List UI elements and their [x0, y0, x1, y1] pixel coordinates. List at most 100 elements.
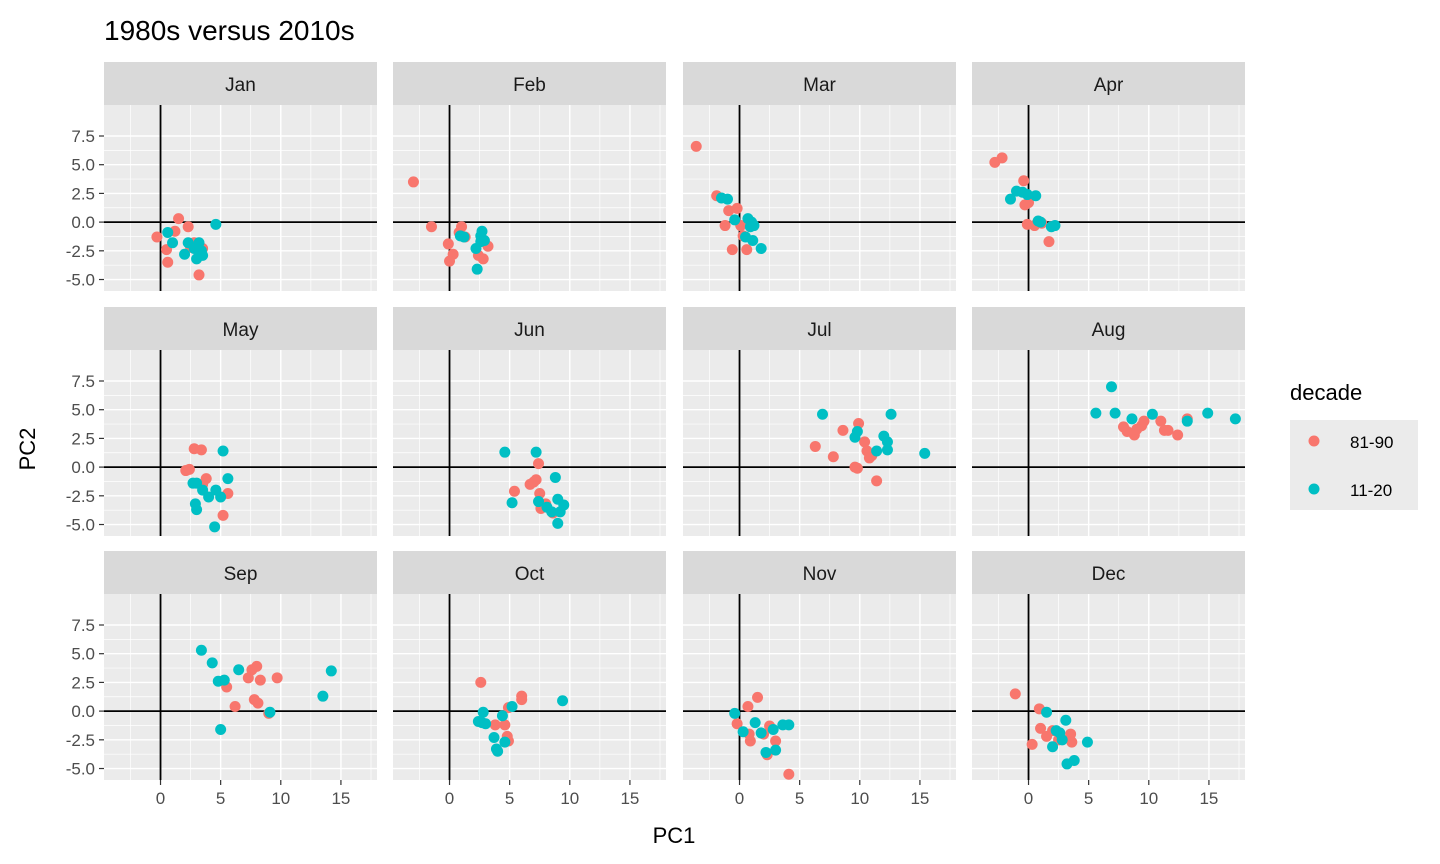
y-axis-title: PC2	[15, 428, 40, 471]
data-point-11-20	[222, 473, 234, 485]
y-tick-label: 7.5	[71, 616, 95, 635]
facet-feb: Feb	[393, 62, 666, 291]
data-point-11-20	[552, 517, 564, 529]
data-point-81-90	[752, 691, 764, 703]
points-jan	[151, 213, 222, 281]
data-point-11-20	[217, 445, 229, 457]
strip-label-oct: Oct	[515, 564, 545, 585]
strip-feb	[393, 62, 666, 105]
y-tick-label: 5.0	[71, 401, 95, 420]
data-point-11-20	[264, 706, 276, 718]
panel-background-dec	[972, 594, 1245, 780]
data-point-11-20	[478, 234, 490, 246]
data-point-11-20	[530, 446, 542, 458]
data-point-11-20	[496, 710, 508, 722]
x-tick-label: 5	[795, 789, 804, 808]
data-point-11-20	[218, 674, 230, 686]
facet-mar: Mar	[683, 62, 956, 291]
data-point-81-90	[1155, 415, 1167, 427]
strip-label-jun: Jun	[514, 320, 545, 341]
facet-sep: Sep 7.5 5.0 2.5 0.0 -2.5 -5.0 0 5 10 15	[66, 551, 377, 808]
y-tick-label: -2.5	[66, 487, 95, 506]
data-point-81-90	[1066, 736, 1078, 748]
strip-label-may: May	[223, 320, 259, 341]
data-point-11-20	[755, 727, 767, 739]
strip-dec	[972, 551, 1245, 594]
data-point-11-20	[533, 496, 545, 508]
data-point-11-20	[1068, 754, 1080, 766]
data-point-81-90	[1162, 424, 1174, 436]
data-point-81-90	[252, 697, 264, 709]
facet-jun: Jun	[393, 307, 666, 536]
data-point-11-20	[851, 426, 863, 438]
data-point-11-20	[1049, 220, 1061, 232]
data-point-11-20	[1126, 413, 1138, 425]
data-point-81-90	[271, 672, 283, 684]
data-point-11-20	[558, 499, 570, 511]
data-point-81-90	[744, 735, 756, 747]
data-point-81-90	[499, 719, 511, 731]
y-tick-label: 5.0	[71, 156, 95, 175]
data-point-81-90	[1065, 728, 1077, 740]
strip-label-mar: Mar	[803, 75, 836, 96]
panel-background-aug	[972, 350, 1245, 536]
data-point-11-20	[215, 723, 227, 735]
y-tick-label: -2.5	[66, 242, 95, 261]
data-point-11-20	[179, 248, 191, 260]
data-point-11-20	[191, 504, 203, 516]
x-tick-label: 15	[910, 789, 929, 808]
data-point-81-90	[853, 417, 865, 429]
y-tick-label: 0.0	[71, 458, 95, 477]
y-tick-label: 2.5	[71, 429, 95, 448]
panel-background-oct	[393, 594, 666, 780]
data-point-81-90	[1009, 688, 1021, 700]
x-tick-label: 0	[156, 789, 165, 808]
data-point-11-20	[506, 497, 518, 509]
data-point-11-20	[1060, 714, 1072, 726]
x-tick-label: 0	[445, 789, 454, 808]
data-point-11-20	[458, 231, 470, 243]
data-point-81-90	[475, 676, 487, 688]
data-point-11-20	[167, 237, 179, 249]
gridlines-oct	[393, 594, 666, 780]
data-point-11-20	[215, 491, 227, 503]
data-point-81-90	[1023, 197, 1035, 209]
data-point-11-20	[729, 707, 741, 719]
data-point-11-20	[325, 665, 337, 677]
data-point-11-20	[871, 445, 883, 457]
data-point-81-90	[162, 256, 174, 268]
strip-sep	[104, 551, 377, 594]
strip-label-jul: Jul	[807, 320, 831, 341]
points-dec	[1009, 688, 1093, 770]
points-nov	[729, 691, 795, 780]
data-point-11-20	[755, 243, 767, 255]
y-tick-label: 0.0	[71, 702, 95, 721]
strip-jul	[683, 307, 956, 350]
data-point-81-90	[783, 768, 795, 780]
data-point-11-20	[747, 234, 759, 246]
data-point-11-20	[203, 491, 215, 503]
data-point-81-90	[516, 694, 528, 706]
x-tick-label: 10	[850, 789, 869, 808]
data-point-11-20	[477, 706, 489, 718]
data-point-11-20	[885, 408, 897, 420]
points-oct	[472, 676, 569, 757]
data-point-81-90	[489, 719, 501, 731]
data-point-11-20	[1041, 706, 1053, 718]
data-point-11-20	[1056, 734, 1068, 746]
legend-key-81-90	[1308, 435, 1320, 447]
strip-oct	[393, 551, 666, 594]
legend-title: decade	[1290, 380, 1362, 405]
data-point-11-20	[1021, 189, 1033, 201]
x-tick-label: 10	[271, 789, 290, 808]
data-point-81-90	[151, 231, 163, 243]
data-point-81-90	[827, 451, 839, 463]
data-point-11-20	[1146, 408, 1158, 420]
gridlines-sep	[104, 594, 377, 780]
strip-jan	[104, 62, 377, 105]
strip-aug	[972, 307, 1245, 350]
data-point-81-90	[719, 220, 731, 232]
y-tick-label: 5.0	[71, 645, 95, 664]
data-point-11-20	[162, 226, 174, 238]
